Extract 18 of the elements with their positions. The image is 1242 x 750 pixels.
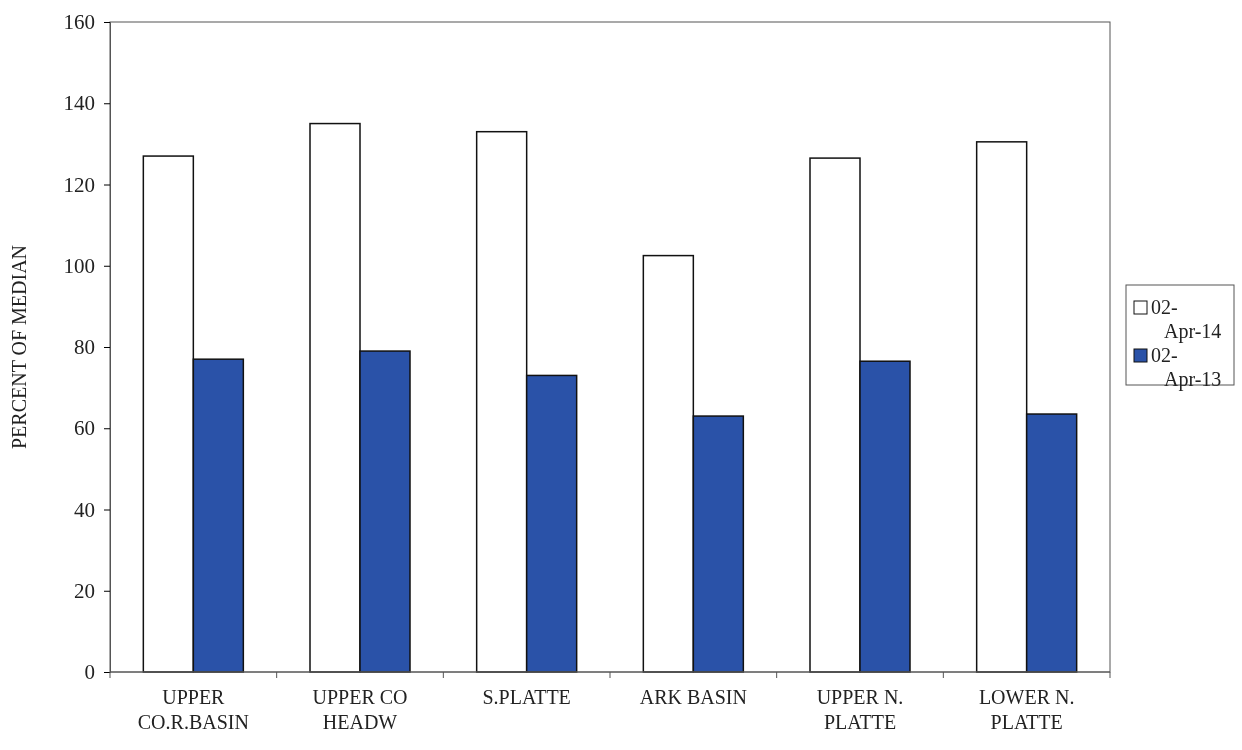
y-tick-label: 40	[74, 497, 95, 522]
y-tick-label: 160	[63, 10, 95, 35]
x-tick-label: LOWER N. PLATTE	[978, 686, 1075, 733]
y-axis-title: PERCENT OF MEDIAN	[8, 244, 30, 450]
y-tick-label: 120	[63, 172, 95, 197]
x-tick-label: ARK BASIN	[639, 686, 747, 708]
x-tick-label: UPPER CO.R.BASIN	[137, 686, 249, 733]
y-tick-label: 140	[63, 91, 95, 116]
y-tick-label: 100	[63, 253, 95, 278]
y-tick-label: 80	[74, 335, 95, 360]
legend-label: 02-Apr-14	[1151, 296, 1222, 343]
x-tick-label: UPPER CO HEADW	[312, 686, 408, 733]
y-tick-label: 0	[84, 660, 95, 685]
legend-label: 02-Apr-13	[1151, 344, 1222, 391]
y-tick-label: 20	[74, 578, 95, 603]
x-tick-label: UPPER N. PLATTE	[816, 686, 904, 733]
x-tick-label: S.PLATTE	[482, 686, 571, 708]
y-tick-label: 60	[74, 416, 95, 441]
